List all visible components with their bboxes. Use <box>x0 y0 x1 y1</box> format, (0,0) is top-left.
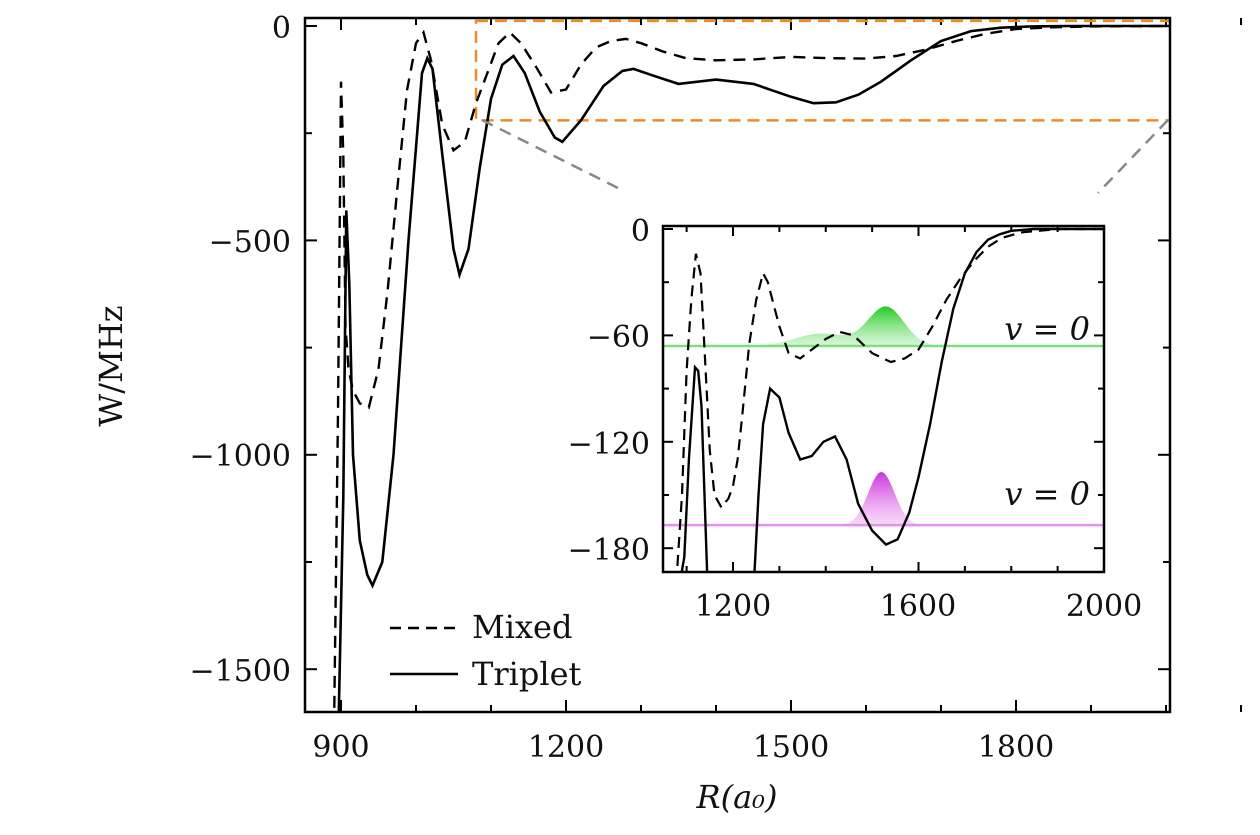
xtick-label-1800: 1800 <box>978 730 1054 765</box>
inset-ytick-label-neg180: −180 <box>568 533 650 568</box>
inset-ytick-label-neg60: −60 <box>587 320 650 355</box>
xtick-label-900: 900 <box>312 730 369 765</box>
main-plot-area: 0 −500 −1000 −1500 900 1200 1500 1800 R(… <box>92 11 1242 816</box>
ytick-label-neg1000: −1000 <box>190 439 291 474</box>
series-line-mixed <box>333 24 1170 708</box>
ytick-label-neg500: −500 <box>209 225 291 260</box>
zoom-connector-left <box>481 118 623 192</box>
inset-series-line-triplet <box>680 227 1104 572</box>
legend-label-mixed: Mixed <box>472 608 572 646</box>
inset-xtick-label-1200: 1200 <box>695 589 771 624</box>
inset-ytick-label-neg120: −120 <box>568 427 650 462</box>
series-line-triplet <box>337 24 1170 712</box>
inset-xtick-label-2000: 2000 <box>1066 589 1142 624</box>
wavefunction-fill-mixed <box>663 306 1104 346</box>
level-label-triplet: v = 0 <box>1004 475 1090 513</box>
inset-plot-area: 0 −60 −120 −180 1200 1600 2000 v = 0 v =… <box>568 214 1143 624</box>
ytick-label-0: 0 <box>272 11 291 46</box>
zoom-region-box <box>474 19 1170 122</box>
inset-ytick-label-0: 0 <box>631 214 650 249</box>
wavefunction-fill-triplet <box>663 472 1104 526</box>
legend-label-triplet: Triplet <box>472 655 582 693</box>
level-label-mixed: v = 0 <box>1004 310 1090 348</box>
y-axis-title: W/MHz <box>92 305 130 426</box>
x-axis-title: R(a₀) <box>696 778 778 816</box>
inset-series-line-mixed <box>676 227 1104 566</box>
inset-plot-frame <box>661 224 1106 574</box>
main-plot-frame <box>303 16 1172 714</box>
inset-xtick-label-1600: 1600 <box>880 589 956 624</box>
inset-clip-group <box>663 227 1104 572</box>
main-clip-group <box>333 19 1170 712</box>
ytick-label-neg1500: −1500 <box>190 654 291 689</box>
zoom-connector-right <box>1097 119 1169 194</box>
xtick-label-1500: 1500 <box>753 730 829 765</box>
xtick-label-1200: 1200 <box>528 730 604 765</box>
